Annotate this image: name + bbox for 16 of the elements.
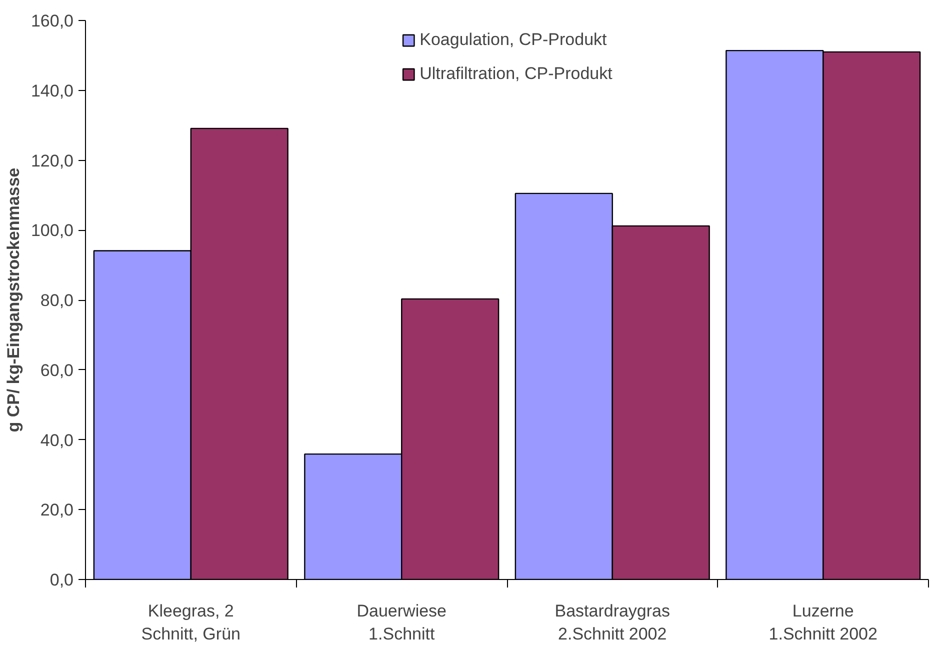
y-axis-title: g CP/ kg-Eingangstrockenmasse <box>4 168 23 432</box>
x-tick-label: Dauerwiese 1.Schnitt <box>356 602 447 644</box>
y-tick-label: 100,0 <box>30 221 74 240</box>
x-tick-label: Luzerne 1.Schnitt 2002 <box>768 602 878 644</box>
y-tick-label: 60,0 <box>40 360 74 380</box>
legend-label: Ultrafiltration, CP-Produkt <box>420 64 612 84</box>
y-tick-label: 120,0 <box>30 151 74 170</box>
x-tick-label: Kleegras, 2 Schnitt, Grün <box>141 602 240 644</box>
x-tick-label: Bastardraygras 2.Schnitt 2002 <box>554 602 670 644</box>
y-tick-label: 20,0 <box>40 500 74 520</box>
y-tick-label: 160,0 <box>30 12 74 30</box>
y-tick-label: 140,0 <box>30 81 74 100</box>
y-tick-label: 80,0 <box>40 291 74 310</box>
legend-label: Koagulation, CP-Produkt <box>420 30 607 50</box>
y-tick-label: 40,0 <box>40 430 74 450</box>
y-tick-label: 0,0 <box>50 570 74 590</box>
